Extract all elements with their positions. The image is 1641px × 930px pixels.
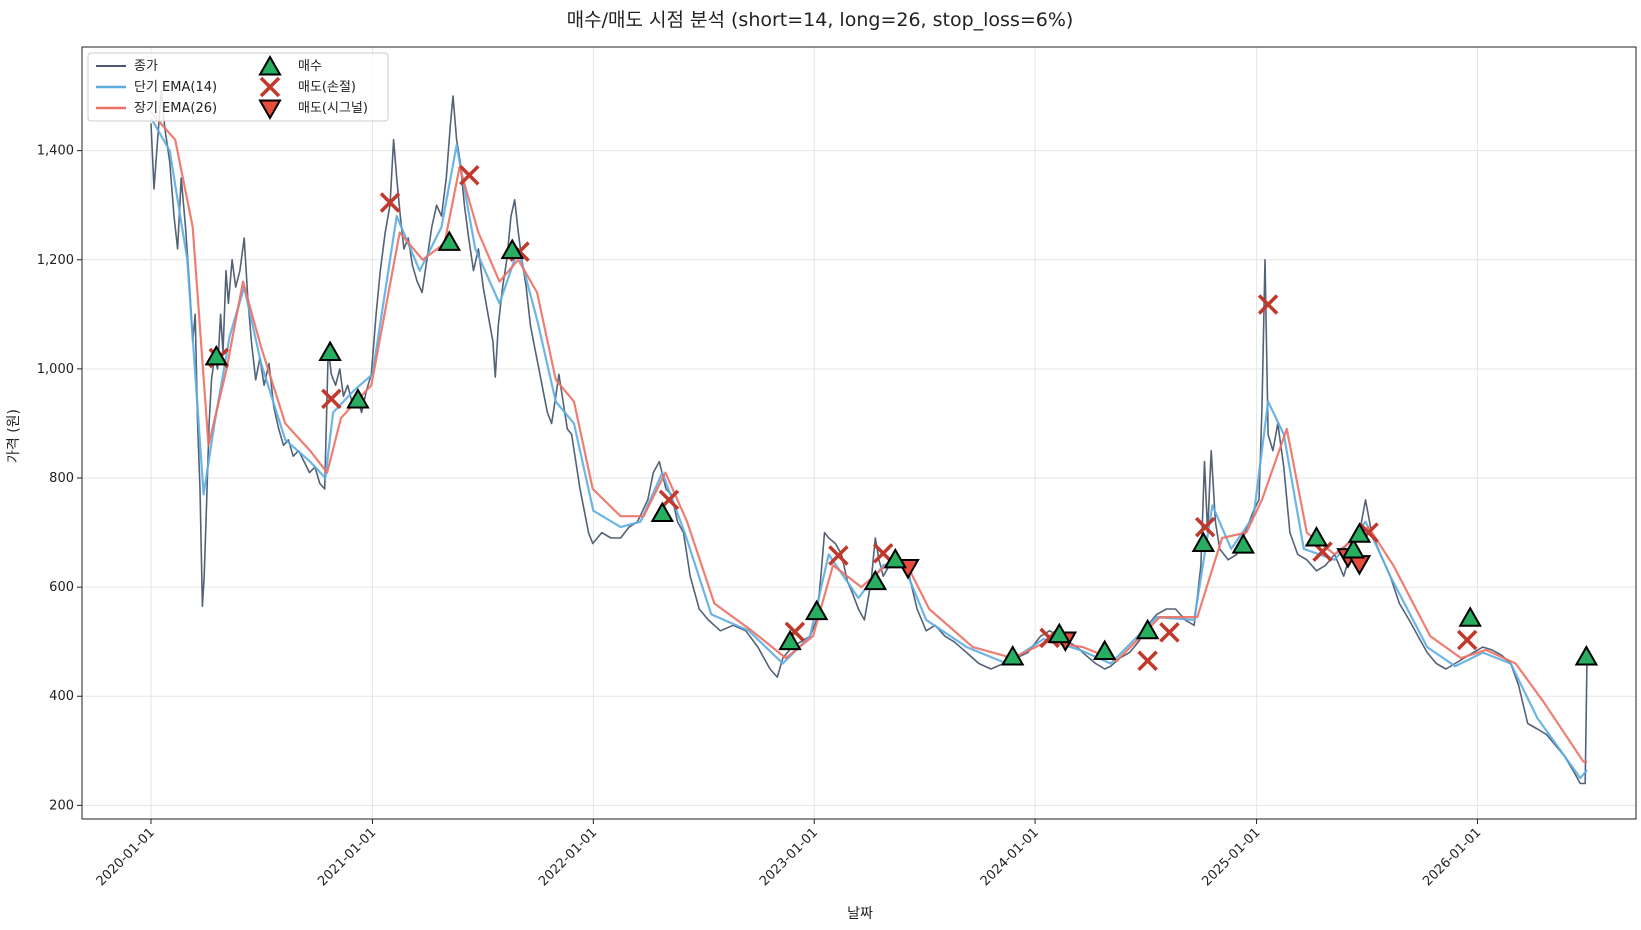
buy-marker <box>318 340 342 362</box>
x-tick-label: 2026-01-01 <box>1420 825 1484 889</box>
buy-marker <box>1574 644 1599 666</box>
y-tick-label: 800 <box>49 471 74 486</box>
y-tick-label: 1,000 <box>37 362 74 377</box>
x-tick-label: 2023-01-01 <box>757 825 821 889</box>
sell-stop-marker <box>379 192 401 213</box>
legend-label-sell-stop: 매도(손절) <box>298 80 356 95</box>
legend-sell-stop-marker <box>259 76 281 98</box>
legend-label-sell-signal: 매도(시그널) <box>298 101 368 116</box>
plot-frame <box>81 46 1637 820</box>
buy-marker <box>1304 526 1329 547</box>
buy-marker <box>863 569 888 591</box>
buy-marker <box>346 387 370 409</box>
sell-stop-marker <box>1137 650 1158 672</box>
plot-lines <box>150 89 1588 785</box>
legend-buy-marker <box>258 54 282 76</box>
y-tick-label: 1,400 <box>37 144 74 159</box>
legend-label-ema-long: 장기 EMA(26) <box>134 101 217 116</box>
sell-stop-stroke <box>1137 650 1158 672</box>
x-tick-label: 2021-01-01 <box>315 825 379 889</box>
sell-signal-marker <box>1347 555 1372 576</box>
buy-marker <box>804 599 829 621</box>
legend-label-close: 종가 <box>134 59 158 74</box>
sell-stop-marker <box>1194 516 1216 538</box>
buy-marker <box>650 501 675 522</box>
close-price-line <box>150 89 1588 785</box>
sell-stop-stroke <box>321 388 342 410</box>
buy-marker <box>1458 606 1482 627</box>
buy-marker <box>1092 639 1117 661</box>
ema-long-line <box>150 111 1587 763</box>
legend: 종가 단기 EMA(14) 장기 EMA(26) 매수 매도(손절) 매도(시그… <box>87 52 389 122</box>
sell-stop-stroke <box>1456 629 1478 651</box>
x-tick-label: 2020-01-01 <box>94 825 158 889</box>
y-tick-label: 200 <box>49 798 74 813</box>
buy-marker <box>204 344 229 366</box>
buy-marker <box>1347 522 1372 543</box>
buy-marker <box>1191 531 1216 552</box>
sell-stop-marker <box>1456 629 1478 651</box>
sell-stop-stroke <box>259 76 281 98</box>
buy-marker <box>883 547 908 569</box>
buy-marker <box>1135 618 1160 640</box>
buy-marker <box>1000 644 1025 666</box>
buy-marker <box>1047 622 1072 644</box>
x-tick-label: 2022-01-01 <box>536 825 600 889</box>
x-axis-label: 날짜 <box>847 906 873 922</box>
trade-markers <box>204 164 1599 672</box>
sell-stop-marker <box>321 388 342 410</box>
buy-marker <box>1231 533 1255 554</box>
legend-label-ema-short: 단기 EMA(14) <box>134 80 217 95</box>
sell-stop-stroke <box>1159 622 1180 643</box>
sell-stop-marker <box>1257 294 1279 315</box>
sell-stop-stroke <box>1194 516 1216 538</box>
buy-marker <box>437 230 462 251</box>
ema-short-line <box>150 117 1588 780</box>
legend-box <box>87 52 389 122</box>
y-axis-label: 가격 (원) <box>6 409 22 463</box>
sell-stop-stroke <box>872 543 894 564</box>
sell-stop-stroke <box>459 164 480 186</box>
sell-stop-marker <box>459 164 480 186</box>
grid <box>82 47 1636 819</box>
sell-stop-marker <box>1159 622 1180 643</box>
y-tick-label: 600 <box>49 580 74 595</box>
y-tick-label: 1,200 <box>37 253 74 268</box>
legend-label-buy: 매수 <box>298 59 322 74</box>
chart-title: 매수/매도 시점 분석 (short=14, long=26, stop_los… <box>567 9 1074 31</box>
sell-stop-stroke <box>379 192 401 213</box>
legend-marker-symbols <box>258 54 282 121</box>
x-tick-label: 2024-01-01 <box>978 825 1042 889</box>
sell-stop-stroke <box>1312 541 1333 562</box>
y-tick-label: 400 <box>49 689 74 704</box>
axis-ticks: 200 400 600 800 1,000 1,200 1,400 2020-01-01 202… <box>37 144 1485 890</box>
buy-marker <box>500 238 524 260</box>
legend-sell-signal-marker <box>258 99 282 121</box>
sell-stop-stroke <box>828 545 849 566</box>
x-tick-label: 2025-01-01 <box>1199 825 1263 889</box>
sell-stop-stroke <box>1257 294 1279 315</box>
buy-marker <box>1341 538 1366 559</box>
buy-marker <box>778 629 802 651</box>
sell-stop-marker <box>828 545 849 566</box>
